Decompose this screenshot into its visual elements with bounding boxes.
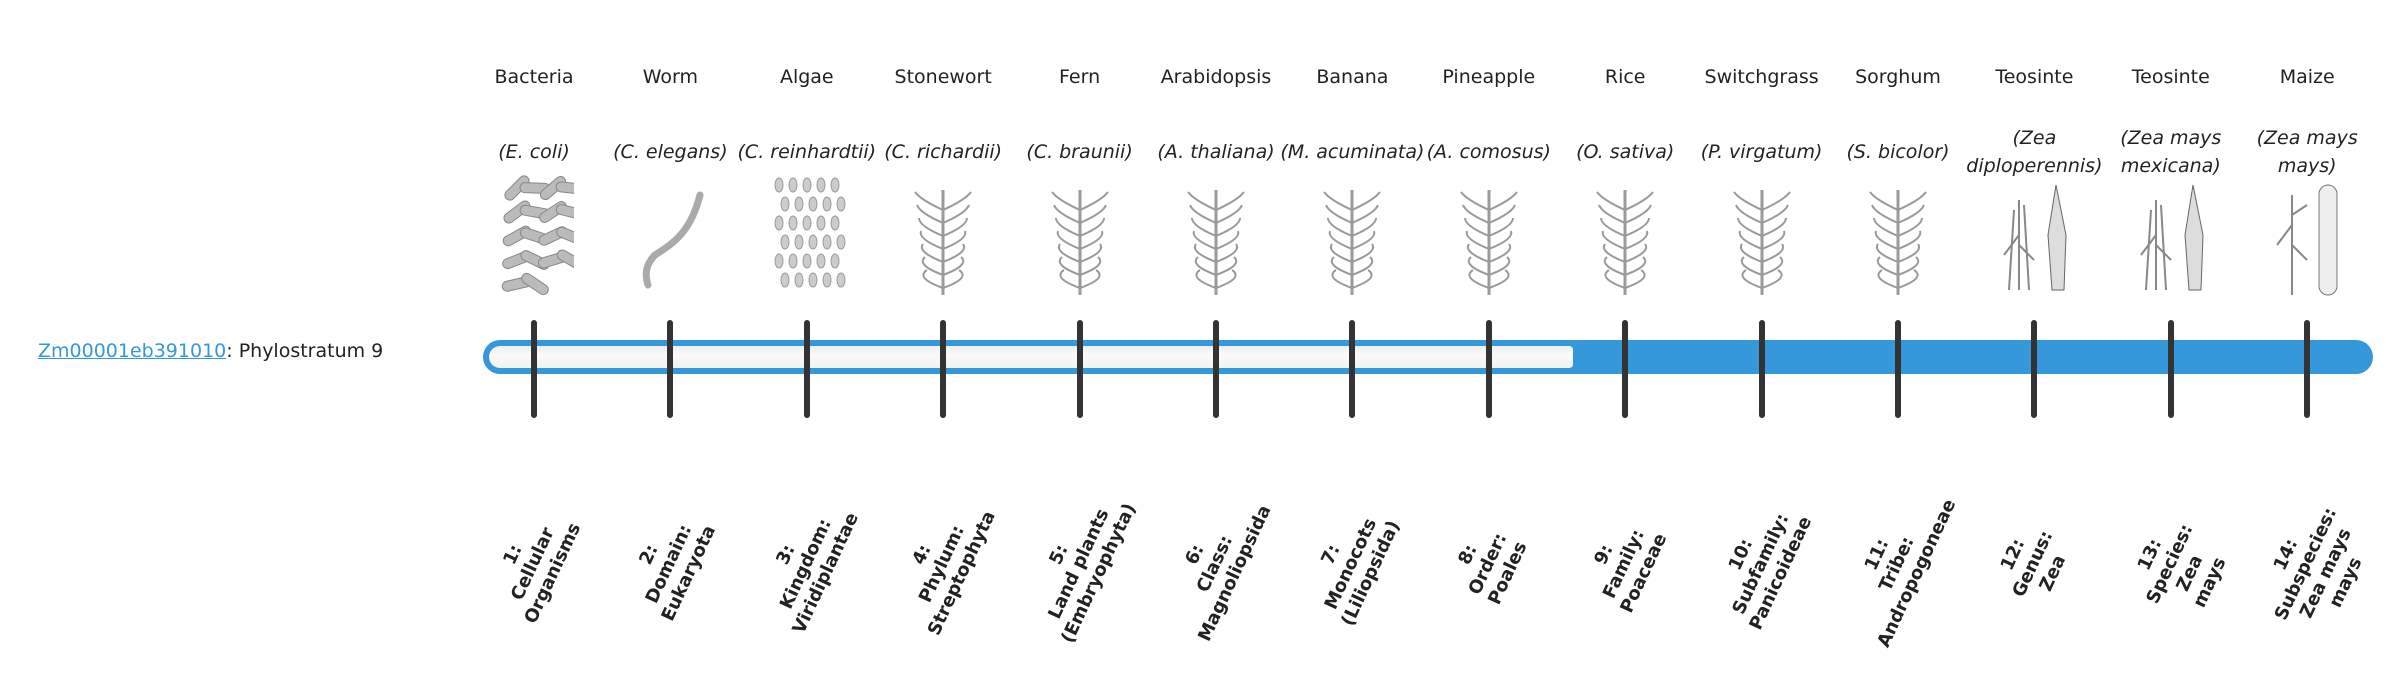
stratum-tick bbox=[1485, 320, 1492, 418]
stratum-tick bbox=[803, 320, 810, 418]
scientific-name-text: (C. elegans) bbox=[613, 141, 728, 163]
stratum-tick bbox=[2304, 320, 2311, 418]
common-name: Maize bbox=[2279, 66, 2335, 88]
scientific-name: (C. braunii) bbox=[1006, 122, 1154, 182]
sorghum-icon bbox=[1858, 175, 1938, 300]
rank-label-text: 11: Tribe: Andropogoneae bbox=[1819, 446, 1976, 682]
stratum-tick bbox=[1895, 320, 1901, 418]
stratum-tick bbox=[940, 320, 947, 418]
scientific-name: (C. reinhardtii) bbox=[733, 122, 881, 182]
scientific-name-text: (C. braunii) bbox=[1026, 141, 1133, 163]
scientific-name: (C. richardii) bbox=[869, 122, 1017, 182]
common-name: Arabidopsis bbox=[1160, 66, 1272, 88]
bar-unfilled-segment bbox=[489, 346, 1574, 368]
phylostratum-text: : Phylostratum 9 bbox=[226, 340, 384, 362]
maize-icon bbox=[2267, 175, 2347, 300]
rank-label-text: 9: Family: Poaceae bbox=[1546, 446, 1703, 682]
stonewort-icon bbox=[903, 175, 983, 300]
rank-label-text: 10: Subfamily: Panicoideae bbox=[1682, 446, 1839, 682]
common-name: Pineapple bbox=[1442, 66, 1536, 88]
stratum-tick bbox=[1622, 320, 1629, 418]
stratum-tick bbox=[1758, 320, 1765, 418]
rice-icon bbox=[1585, 175, 1665, 300]
rank-label-text: 4: Phylum: Streptophyta bbox=[864, 446, 1021, 682]
gene-id-link[interactable]: Zm00001eb391010 bbox=[38, 340, 227, 362]
scientific-name-text: (A. thaliana) bbox=[1157, 141, 1275, 163]
scientific-name-text: (A. comosus) bbox=[1426, 141, 1551, 163]
teosinte-mexicana-icon bbox=[2131, 175, 2211, 300]
common-name: Stonewort bbox=[894, 66, 992, 88]
common-name: Sorghum bbox=[1855, 66, 1941, 88]
scientific-name-text: (Zea diploperennis) bbox=[1966, 127, 2103, 177]
scientific-name: (Zea mays mays) bbox=[2233, 122, 2381, 182]
scientific-name-text: (Zea mays mays) bbox=[2256, 127, 2358, 177]
stratum-tick bbox=[2167, 320, 2174, 418]
scientific-name: (M. acuminata) bbox=[1278, 122, 1426, 182]
scientific-name-text: (E. coli) bbox=[498, 141, 570, 163]
rank-label-text: 12: Genus: Zea bbox=[1955, 446, 2112, 682]
scientific-name: (Zea mays mexicana) bbox=[2097, 122, 2245, 182]
common-name: Switchgrass bbox=[1704, 66, 1819, 88]
common-name: Teosinte bbox=[1995, 66, 2074, 88]
scientific-name-text: (C. reinhardtii) bbox=[737, 141, 877, 163]
phylostratum-bar bbox=[483, 340, 2373, 374]
scientific-name-text: (O. sativa) bbox=[1576, 141, 1675, 163]
scientific-name-text: (S. bicolor) bbox=[1846, 141, 1950, 163]
common-name: Teosinte bbox=[2131, 66, 2210, 88]
common-name: Banana bbox=[1316, 66, 1389, 88]
stratum-tick bbox=[531, 320, 537, 418]
stratum-tick bbox=[667, 320, 674, 418]
bacteria-icon bbox=[494, 175, 587, 300]
rank-label-text: 8: Order: Poales bbox=[1410, 446, 1567, 682]
rank-label-text: 3: Kingdom: Viridiplantae bbox=[728, 446, 885, 682]
scientific-name-text: (M. acuminata) bbox=[1280, 141, 1425, 163]
algae-icon bbox=[767, 175, 847, 300]
scientific-name: (E. coli) bbox=[460, 122, 608, 182]
rank-label-text: 5: Land plants (Embryophyta) bbox=[1000, 446, 1157, 682]
scientific-name-text: (Zea mays mexicana) bbox=[2120, 127, 2222, 177]
scientific-name: (A. comosus) bbox=[1415, 122, 1563, 182]
switchgrass-icon bbox=[1722, 175, 1802, 300]
fern-icon bbox=[1040, 175, 1120, 300]
scientific-name: (S. bicolor) bbox=[1824, 122, 1972, 182]
scientific-name: (Zea diploperennis) bbox=[1960, 122, 2108, 182]
common-name: Worm bbox=[642, 66, 699, 88]
rank-label-text: 2: Domain: Eukaryota bbox=[591, 446, 748, 682]
scientific-name: (P. virgatum) bbox=[1688, 122, 1836, 182]
scientific-name-text: (C. richardii) bbox=[884, 141, 1003, 163]
stratum-tick bbox=[1076, 320, 1083, 418]
stratum-tick bbox=[2031, 320, 2038, 418]
banana-icon bbox=[1312, 175, 1392, 300]
scientific-name: (A. thaliana) bbox=[1142, 122, 1290, 182]
common-name: Bacteria bbox=[494, 66, 574, 88]
teosinte-icon bbox=[1994, 175, 2074, 300]
worm-icon bbox=[630, 175, 710, 300]
common-name: Rice bbox=[1604, 66, 1646, 88]
common-name: Fern bbox=[1059, 66, 1101, 88]
scientific-name: (O. sativa) bbox=[1551, 122, 1699, 182]
stratum-tick bbox=[1213, 320, 1219, 418]
rank-label-text: 7: Monocots (Liliopsida) bbox=[1273, 446, 1430, 682]
stratum-tick bbox=[1349, 320, 1356, 418]
rank-label-text: 1: Cellular Organisms bbox=[455, 446, 612, 682]
pineapple-icon bbox=[1449, 175, 1529, 300]
scientific-name-text: (P. virgatum) bbox=[1700, 141, 1823, 163]
scientific-name: (C. elegans) bbox=[596, 122, 744, 182]
gene-label: Zm00001eb391010: Phylostratum 9 bbox=[38, 340, 383, 362]
common-name: Algae bbox=[779, 66, 834, 88]
rank-label-text: 6: Class: Magnoliopsida bbox=[1137, 446, 1294, 682]
arabidopsis-icon bbox=[1176, 175, 1256, 300]
